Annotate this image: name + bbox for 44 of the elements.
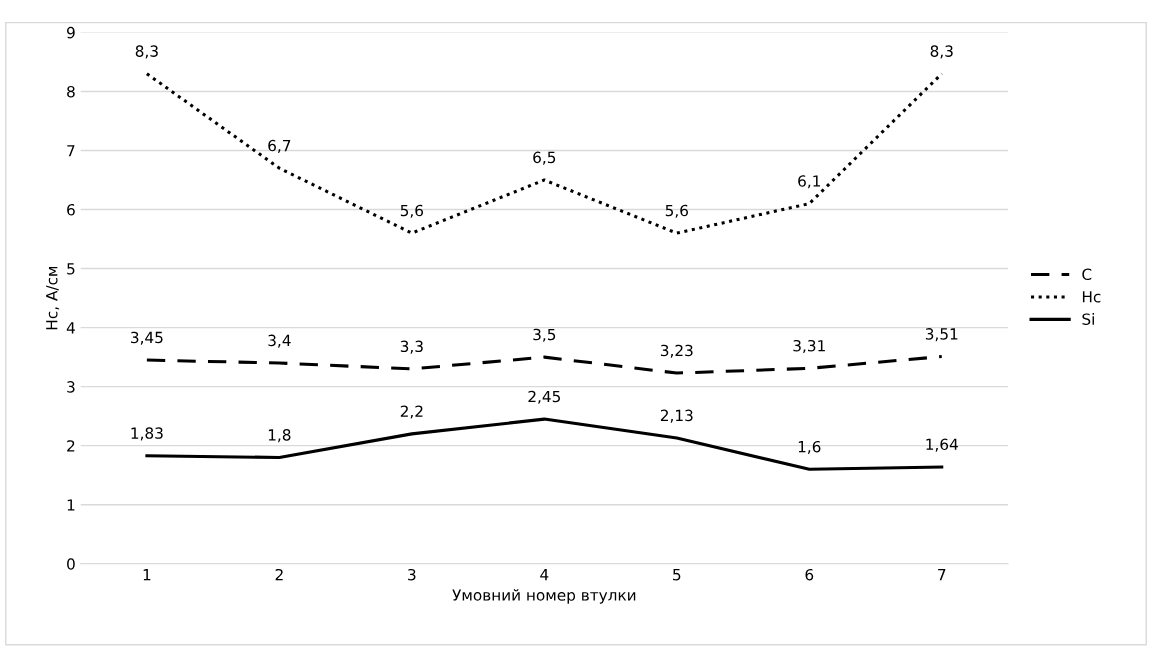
data-label: 8,3 <box>930 45 953 59</box>
data-label: 1,64 <box>926 438 958 452</box>
data-label: 5,6 <box>400 204 424 218</box>
data-label: 6,7 <box>268 139 291 153</box>
data-label: 2,2 <box>400 405 423 419</box>
data-label: 3,31 <box>793 339 825 354</box>
data-label: 3,51 <box>925 328 958 342</box>
x-tick-label: 5 <box>673 569 681 581</box>
y-tick-label: 5 <box>67 263 75 275</box>
data-label: 1,83 <box>131 427 163 441</box>
data-label: 2,45 <box>528 390 560 404</box>
x-tick-label: 4 <box>540 569 549 581</box>
x-tick-label: 2 <box>275 568 283 581</box>
x-tick-label: 1 <box>143 569 151 581</box>
data-label: 3,4 <box>268 334 291 348</box>
x-tick-label: 3 <box>408 568 416 581</box>
y-tick-label: 1 <box>67 499 75 511</box>
x-axis-title: Умовний номер втулки <box>452 589 636 604</box>
data-label: 3,5 <box>533 328 556 342</box>
data-label: 3,45 <box>131 331 163 345</box>
data-label: 2,13 <box>660 409 693 423</box>
line-series <box>145 72 944 235</box>
data-label: 6,1 <box>798 175 821 189</box>
y-tick-label: 4 <box>66 322 75 334</box>
data-label: 8,3 <box>135 45 158 59</box>
y-tick-label: 3 <box>67 381 75 393</box>
x-tick-label: 7 <box>938 569 946 581</box>
y-tick-label: 0 <box>67 558 75 570</box>
data-label: 6,5 <box>533 151 556 165</box>
data-label: 3,23 <box>660 344 693 358</box>
y-axis-title: Hc, А/см <box>46 266 60 330</box>
legend-label: Si <box>1082 313 1094 325</box>
legend-label: C <box>1082 268 1092 281</box>
data-label: 5,6 <box>665 204 688 218</box>
y-tick-label: 2 <box>67 440 75 452</box>
data-label: 1,8 <box>268 429 291 443</box>
y-tick-label: 6 <box>67 203 75 216</box>
data-label: 1,6 <box>798 440 821 455</box>
data-label: 3,3 <box>400 340 423 354</box>
legend-label: Hc <box>1082 291 1101 303</box>
y-tick-label: 8 <box>67 85 75 98</box>
x-tick-label: 6 <box>805 568 814 581</box>
y-tick-label: 9 <box>67 26 75 39</box>
y-tick-label: 7 <box>67 145 75 157</box>
